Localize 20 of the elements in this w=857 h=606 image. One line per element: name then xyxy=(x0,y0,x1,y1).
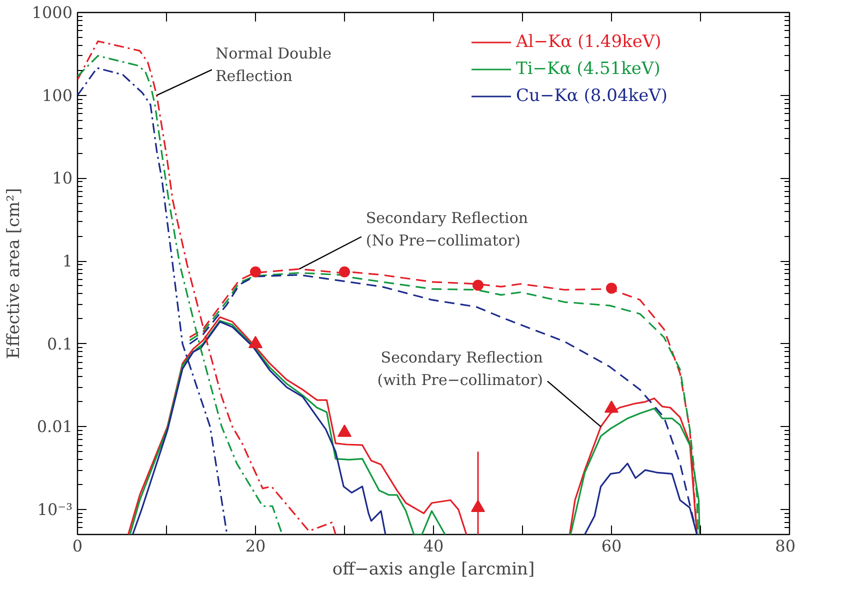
x-axis-title: off−axis angle [arcmin] xyxy=(332,560,535,580)
y-tick-label: 10 xyxy=(52,168,72,188)
y-tick-label: 0.1 xyxy=(47,334,73,354)
y-tick-label: 1 xyxy=(62,252,73,271)
x-tick-label: 80 xyxy=(775,536,796,556)
legend-label: Ti−Kα (4.51keV) xyxy=(516,59,660,79)
y-tick-label: 1000 xyxy=(32,3,72,22)
y-tick-label: 0.01 xyxy=(36,417,72,436)
x-tick-label: 60 xyxy=(601,536,622,556)
legend-label: Al−Kα (1.49keV) xyxy=(516,32,662,52)
x-tick-label: 40 xyxy=(423,536,444,556)
legend-label: Cu−Kα (8.04keV) xyxy=(516,86,668,106)
y-tick-label: 100 xyxy=(42,86,73,105)
annotation: Normal Double Reflection xyxy=(215,44,332,85)
x-tick-label: 0 xyxy=(72,536,83,556)
x-tick-label: 20 xyxy=(245,536,266,556)
annotation: Secondary Reflection (No Pre−collimator) xyxy=(366,209,528,250)
y-axis-title: Effective area [cm²] xyxy=(4,188,24,359)
annotation: Secondary Reflection (with Pre−collimator) xyxy=(377,348,544,389)
y-tick-label: 10⁻³ xyxy=(37,500,72,520)
